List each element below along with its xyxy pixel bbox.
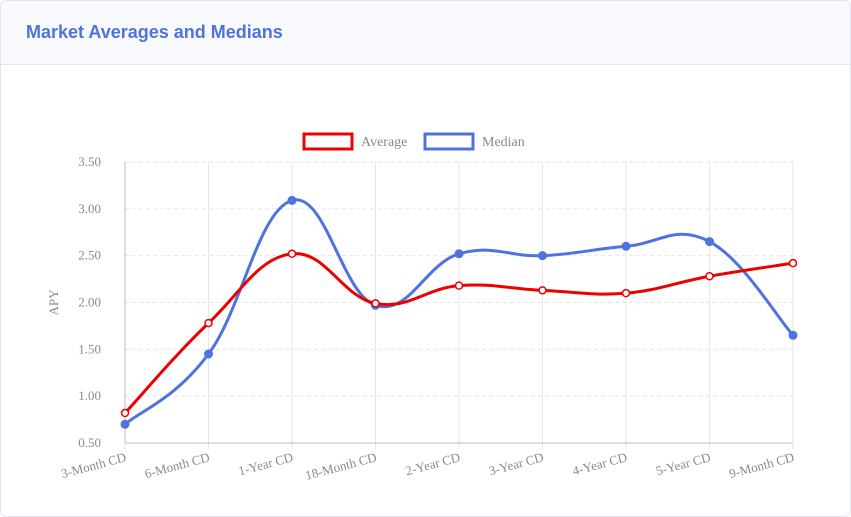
card-header: Market Averages and Medians	[1, 1, 850, 65]
median-data-point[interactable]	[788, 330, 798, 340]
legend-swatch-average[interactable]	[302, 132, 354, 151]
x-tick-label: 18-Month CD	[304, 449, 379, 482]
line-chart: 3.50 3.00 2.50 2.00 1.50 1.00 0.503-Month CD 6-…	[46, 132, 798, 483]
average-data-point[interactable]	[705, 272, 714, 281]
y-tick-label: 3.00	[78, 201, 101, 216]
y-tick-label: 2.50	[78, 248, 101, 263]
legend-label-average[interactable]: Average	[361, 135, 407, 150]
median-series-line	[124, 198, 795, 426]
legend-swatch-median[interactable]	[423, 132, 475, 151]
x-tick-label: 5-Year CD	[654, 449, 712, 478]
y-tick-label: 3.50	[78, 154, 101, 169]
average-data-point[interactable]	[788, 258, 798, 268]
x-tick-label: 2-Year CD	[404, 449, 462, 478]
median-data-point[interactable]	[621, 241, 631, 251]
average-data-point[interactable]	[621, 288, 631, 298]
card-title: Market Averages and Medians	[26, 22, 283, 42]
average-data-point[interactable]	[204, 318, 213, 328]
median-data-point[interactable]	[705, 237, 714, 247]
average-data-point[interactable]	[287, 249, 297, 259]
y-axis-label: APY	[46, 289, 61, 316]
y-tick-label: 0.50	[78, 435, 101, 450]
x-tick-label: 4-Year CD	[571, 449, 629, 478]
x-tick-label: 1-Year CD	[237, 449, 295, 478]
average-data-point[interactable]	[120, 408, 130, 418]
y-tick-label: 1.50	[78, 341, 101, 356]
y-tick-label: 2.00	[78, 295, 101, 310]
average-data-point[interactable]	[538, 286, 547, 295]
chart-area: 3.50 3.00 2.50 2.00 1.50 1.00 0.50 3-Month CD 6-…	[1, 65, 850, 516]
median-data-point[interactable]	[204, 349, 213, 359]
median-data-point[interactable]	[538, 251, 547, 261]
legend-label-median[interactable]: Median	[482, 135, 525, 150]
x-tick-label: 3-Year CD	[487, 449, 545, 478]
x-tick-label: 9-Month CD	[727, 449, 795, 481]
average-series-line	[123, 252, 794, 415]
median-data-point[interactable]	[287, 195, 297, 205]
y-tick-label: 1.00	[78, 388, 101, 403]
median-data-point[interactable]	[120, 419, 130, 429]
average-data-point[interactable]	[371, 299, 380, 308]
x-tick-label: 6-Month CD	[143, 449, 211, 481]
average-data-point[interactable]	[454, 281, 464, 290]
median-data-point[interactable]	[454, 249, 464, 259]
x-tick-label: 3-Month CD	[59, 449, 127, 481]
